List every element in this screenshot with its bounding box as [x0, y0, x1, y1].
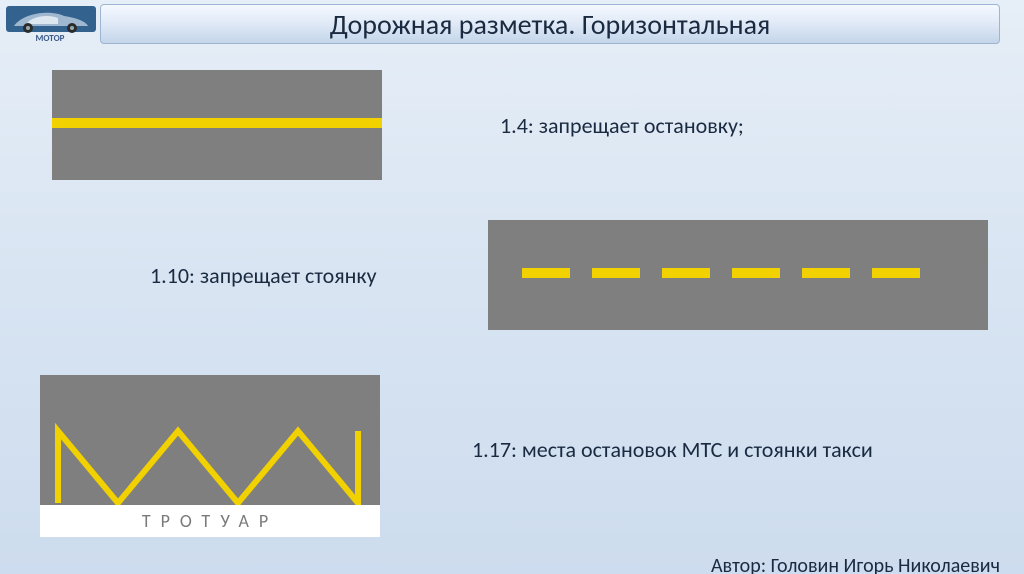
marking-1-4-label: 1.4: запрещает остановку;	[500, 112, 744, 139]
slide-content: 1.4: запрещает остановку; 1.10: запрещае…	[0, 50, 1024, 574]
slide-title-text: Дорожная разметка. Горизонтальная	[330, 7, 771, 42]
marking-1-17-label: 1.17: места остановок МТС и стоянки такс…	[472, 436, 873, 463]
solid-yellow-line	[52, 118, 382, 128]
author-credit: Автор: Головин Игорь Николаевич	[711, 554, 1000, 574]
slide: МОТОР Дорожная разметка. Горизонтальная …	[0, 0, 1024, 574]
yellow-dash	[732, 268, 780, 278]
sidewalk-text: ТРОТУАР	[142, 510, 278, 532]
marking-1-10-label: 1.10: запрещает стоянку	[150, 262, 377, 289]
dashed-yellow-line	[522, 268, 920, 278]
sidewalk-strip: ТРОТУАР	[40, 505, 380, 537]
yellow-dash	[522, 268, 570, 278]
svg-text:МОТОР: МОТОР	[36, 33, 65, 44]
car-logo-icon: МОТОР	[6, 6, 96, 44]
yellow-dash	[872, 268, 920, 278]
yellow-dash	[802, 268, 850, 278]
yellow-dash	[592, 268, 640, 278]
zigzag-yellow-line	[40, 375, 380, 505]
slide-title: Дорожная разметка. Горизонтальная	[100, 4, 1000, 44]
yellow-dash	[662, 268, 710, 278]
